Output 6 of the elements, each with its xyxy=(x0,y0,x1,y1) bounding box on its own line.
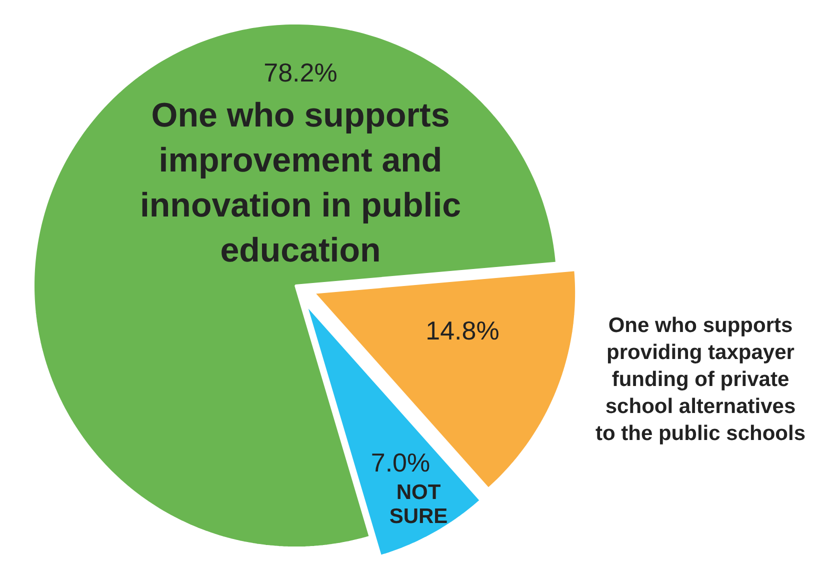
slice-label: NOT SURE xyxy=(389,481,448,528)
data-label: 78.2% xyxy=(264,58,338,88)
data-label: 7.0% xyxy=(370,448,430,478)
data-label: 14.8% xyxy=(426,316,500,346)
slice-label: One who supports providing taxpayer funding of private school alternatives to the public schools xyxy=(595,314,806,445)
slice-label: One who supports improvement and innovation in public education xyxy=(140,96,462,270)
